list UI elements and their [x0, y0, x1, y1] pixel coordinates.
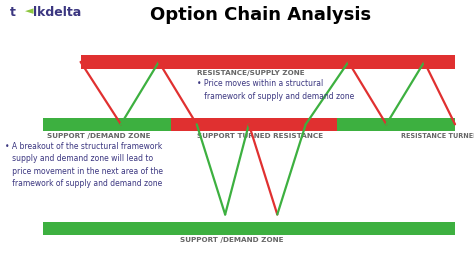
Bar — [171, 118, 337, 131]
Text: RESISTANCE TURNED SUPPORT: RESISTANCE TURNED SUPPORT — [401, 133, 474, 139]
Text: Option Chain Analysis: Option Chain Analysis — [150, 6, 371, 24]
Text: • A breakout of the structural framework
   supply and demand zone will lead to
: • A breakout of the structural framework… — [5, 142, 163, 188]
Text: SUPPORT /DEMAND ZONE: SUPPORT /DEMAND ZONE — [180, 237, 283, 243]
Text: ◄: ◄ — [25, 6, 33, 16]
Text: SUPPORT /DEMAND ZONE: SUPPORT /DEMAND ZONE — [47, 133, 151, 139]
Bar — [81, 55, 455, 69]
Text: RESISTANCE/SUPPLY ZONE: RESISTANCE/SUPPLY ZONE — [197, 70, 304, 76]
Bar — [43, 118, 455, 131]
Text: t: t — [9, 6, 15, 20]
Text: • Price moves within a structural
   framework of supply and demand zone: • Price moves within a structural framew… — [197, 79, 354, 101]
Bar — [43, 222, 455, 235]
Text: SUPPORT TURNED RESISTANCE: SUPPORT TURNED RESISTANCE — [197, 133, 323, 139]
Text: lkdelta: lkdelta — [33, 6, 82, 20]
